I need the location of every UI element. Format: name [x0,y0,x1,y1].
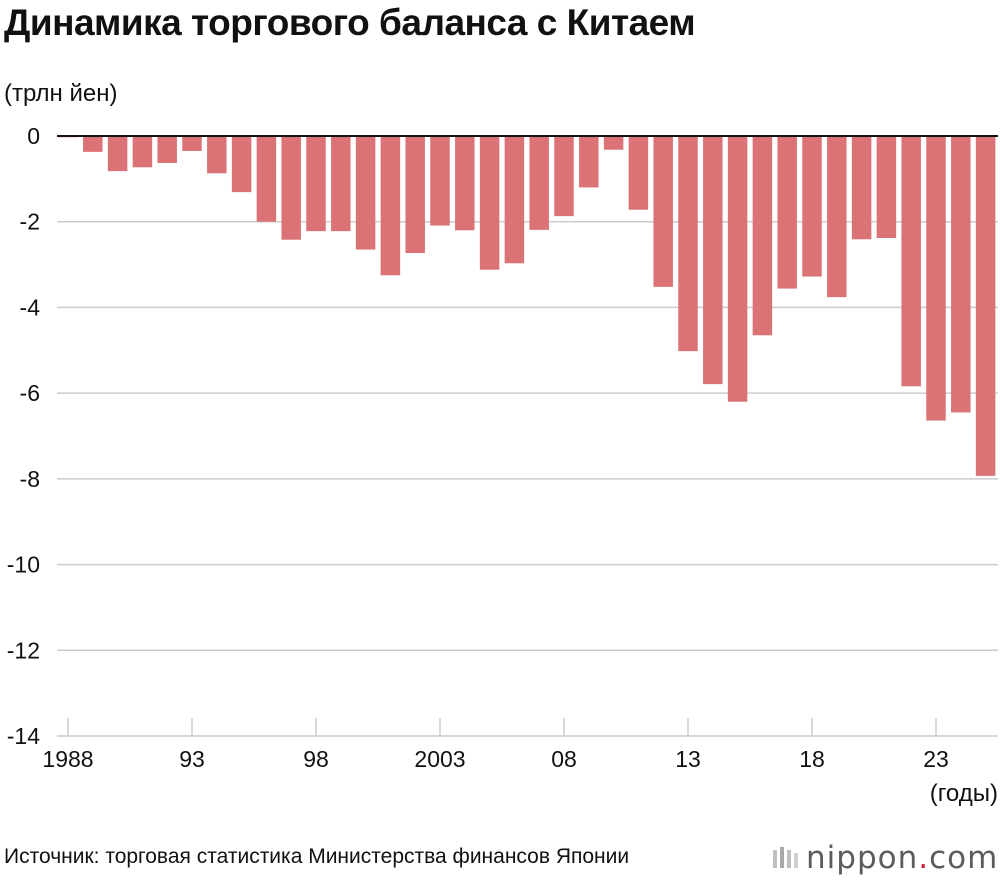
bar-2023 [926,136,946,421]
bar-2002 [405,136,425,253]
brand-suffix: com [929,840,999,876]
y-tick-label: -12 [7,637,40,663]
x-tick-label: 08 [551,746,577,772]
nippon-wordmark: nippon.com [806,840,998,876]
bar-2010 [603,136,624,150]
x-tick-label: 98 [303,746,329,772]
y-tick-label: -4 [20,294,41,320]
bar-2008 [554,136,574,217]
bar-1997 [281,136,301,240]
bar-2003 [430,136,450,226]
bar-2006 [504,136,525,264]
y-tick-label: -2 [20,209,40,235]
bar-2021 [876,136,897,238]
bar-1990 [107,136,128,172]
bar-1994 [207,136,227,174]
bar-1998 [306,136,326,232]
bar-2004 [455,136,475,231]
x-tick-label: 93 [179,746,205,772]
nippon-logo: nippon.com [772,840,998,876]
y-tick-label: -8 [20,466,40,492]
nippon-stripes-icon [773,847,798,868]
bar-1991 [132,136,153,168]
x-tick-label: 2003 [414,746,465,772]
bar-2005 [479,136,500,270]
y-tick-label: -6 [20,380,40,406]
bar-2015 [727,136,748,402]
brand-dot: . [918,840,930,876]
y-axis-unit-label: (трлн йен) [4,80,118,107]
bar-2014 [703,136,723,385]
bar-2022 [901,136,921,387]
x-tick-label: 1988 [42,746,93,772]
bar-2012 [653,136,673,287]
bar-1989 [83,136,103,152]
bar-2016 [752,136,773,336]
y-tick-label: 0 [27,123,40,149]
bar-2020 [851,136,872,240]
bar-2013 [678,136,698,352]
y-tick-label: -14 [7,723,40,749]
bar-2019 [827,136,847,298]
bar-2011 [628,136,649,210]
bar-2009 [579,136,599,188]
brand-name: nippon [806,840,919,876]
bar-1992 [157,136,177,163]
x-axis-unit-label: (годы) [929,780,998,807]
bar-2000 [355,136,376,250]
x-tick-label: 18 [799,746,825,772]
source-note: Источник: торговая статистика Министерст… [4,845,630,868]
bar-2017 [777,136,797,289]
bar-1999 [331,136,351,232]
chart-title: Динамика торгового баланса с Китаем [4,2,696,43]
bar-2018 [802,136,822,277]
y-tick-label: -10 [7,552,40,578]
bar-2024 [951,136,971,413]
bars [58,136,996,476]
bar-2025 [975,136,996,476]
bar-2007 [529,136,549,230]
x-tick-label: 23 [923,746,949,772]
gridlines [57,220,998,737]
bar-1993 [182,136,202,151]
bar-1995 [231,136,252,193]
bar-2001 [380,136,401,276]
x-tick-label: 13 [675,746,701,772]
bar-1996 [256,136,277,222]
